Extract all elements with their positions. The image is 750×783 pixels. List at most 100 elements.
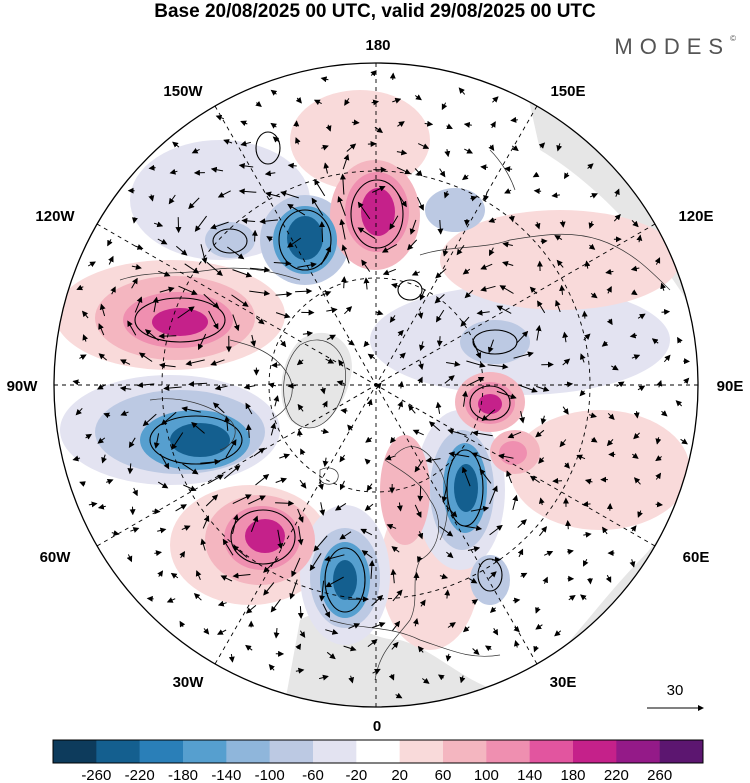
wind-vector bbox=[287, 162, 297, 169]
wind-vector bbox=[468, 577, 478, 584]
wind-vector bbox=[153, 433, 160, 449]
label-30w: 30W bbox=[173, 674, 205, 691]
wind-vector bbox=[444, 589, 451, 599]
wind-vector bbox=[655, 437, 662, 445]
wind-vector bbox=[419, 289, 426, 301]
wind-vector bbox=[399, 352, 406, 359]
colorbar-swatch bbox=[226, 740, 270, 763]
map-title: Base 20/08/2025 00 UTC, valid 29/08/2025… bbox=[154, 1, 596, 22]
anomaly-mid-pos-e bbox=[499, 441, 527, 465]
wind-vector bbox=[228, 654, 235, 663]
wind-vector bbox=[364, 458, 371, 465]
anomaly-light-neg-h bbox=[470, 555, 510, 605]
wind-vector bbox=[397, 329, 404, 337]
wind-vector bbox=[75, 407, 83, 416]
wind-vector bbox=[517, 519, 527, 528]
wind-vector bbox=[223, 139, 233, 145]
wind-vector bbox=[159, 362, 176, 369]
anomaly-light-neg-e bbox=[460, 320, 530, 364]
anomaly-strong-neg-c bbox=[333, 560, 357, 600]
colorbar-swatch bbox=[313, 740, 357, 763]
wind-vector bbox=[181, 525, 191, 531]
wind-vector bbox=[338, 359, 345, 367]
colorbar-label: 140 bbox=[517, 767, 542, 783]
wind-vector bbox=[543, 550, 554, 557]
wind-vector bbox=[492, 96, 499, 103]
reference-vector-label: 30 bbox=[667, 682, 684, 699]
wind-vector bbox=[270, 599, 281, 613]
wind-vector bbox=[533, 645, 540, 653]
wind-vector bbox=[357, 201, 371, 220]
wind-vector bbox=[320, 387, 326, 395]
wind-vector bbox=[484, 645, 492, 652]
wind-vector bbox=[336, 380, 345, 386]
wind-vector bbox=[184, 263, 200, 274]
wind-vector bbox=[217, 600, 227, 607]
wind-vector bbox=[651, 338, 659, 345]
wind-vector bbox=[110, 286, 116, 295]
wind-vector bbox=[637, 385, 646, 392]
wind-vector bbox=[363, 277, 370, 290]
wind-vector bbox=[205, 494, 219, 507]
colorbar-swatch bbox=[573, 740, 617, 763]
wind-vector bbox=[217, 190, 231, 198]
wind-vector bbox=[130, 527, 140, 533]
wind-vector bbox=[414, 168, 423, 177]
wind-vector bbox=[76, 284, 84, 291]
anomaly-strong-neg-a bbox=[287, 216, 323, 260]
wind-vector bbox=[148, 194, 155, 202]
wind-vector bbox=[320, 76, 329, 83]
wind-vector bbox=[513, 640, 520, 648]
coast-siberia bbox=[419, 233, 671, 291]
wind-vector bbox=[339, 173, 346, 195]
wind-vector bbox=[529, 286, 538, 295]
wind-vector bbox=[414, 460, 424, 473]
wind-vector bbox=[202, 515, 210, 529]
wind-vector bbox=[299, 479, 307, 489]
wind-vector bbox=[533, 188, 542, 195]
wind-vector bbox=[504, 188, 512, 194]
wind-vector bbox=[371, 185, 386, 193]
wind-vector bbox=[529, 475, 540, 484]
wind-vector bbox=[372, 621, 386, 629]
wind-vector bbox=[340, 407, 348, 414]
wind-vector bbox=[538, 142, 546, 149]
wind-vector bbox=[487, 363, 509, 370]
wind-vector bbox=[366, 398, 373, 407]
wind-vector bbox=[464, 289, 474, 299]
wind-vector bbox=[265, 191, 281, 198]
wind-vector bbox=[280, 339, 287, 348]
coast-alaska bbox=[119, 267, 301, 281]
wind-vector bbox=[132, 487, 138, 497]
colorbar-label: 220 bbox=[604, 767, 629, 783]
wind-vector bbox=[268, 664, 275, 671]
wind-vector bbox=[320, 428, 330, 435]
wind-vector bbox=[461, 174, 469, 181]
wind-vector bbox=[417, 376, 423, 384]
wind-vector bbox=[389, 215, 399, 230]
wind-vector bbox=[680, 438, 688, 445]
wind-vector bbox=[614, 188, 620, 197]
wind-vector bbox=[471, 452, 492, 462]
wind-vector bbox=[279, 453, 291, 460]
coast-canada bbox=[229, 339, 293, 421]
wind-vector bbox=[87, 261, 96, 268]
wind-vector bbox=[297, 508, 304, 523]
wind-vector bbox=[412, 618, 419, 627]
wind-vector bbox=[131, 277, 138, 289]
wind-vector bbox=[510, 116, 518, 123]
wind-vector bbox=[326, 651, 336, 660]
wind-vector bbox=[231, 294, 249, 307]
wind-vector bbox=[556, 143, 563, 152]
wind-vector bbox=[126, 554, 133, 563]
wind-vector bbox=[489, 247, 495, 257]
wind-vector bbox=[368, 560, 375, 579]
anomaly-strong-neg-d bbox=[454, 464, 478, 512]
wind-vector bbox=[210, 359, 225, 366]
wind-vector bbox=[616, 381, 625, 388]
wind-vector bbox=[480, 263, 493, 270]
contour-f bbox=[324, 547, 366, 613]
wind-vector bbox=[295, 643, 302, 651]
wind-vector bbox=[85, 433, 93, 440]
wind-vector bbox=[576, 454, 586, 461]
